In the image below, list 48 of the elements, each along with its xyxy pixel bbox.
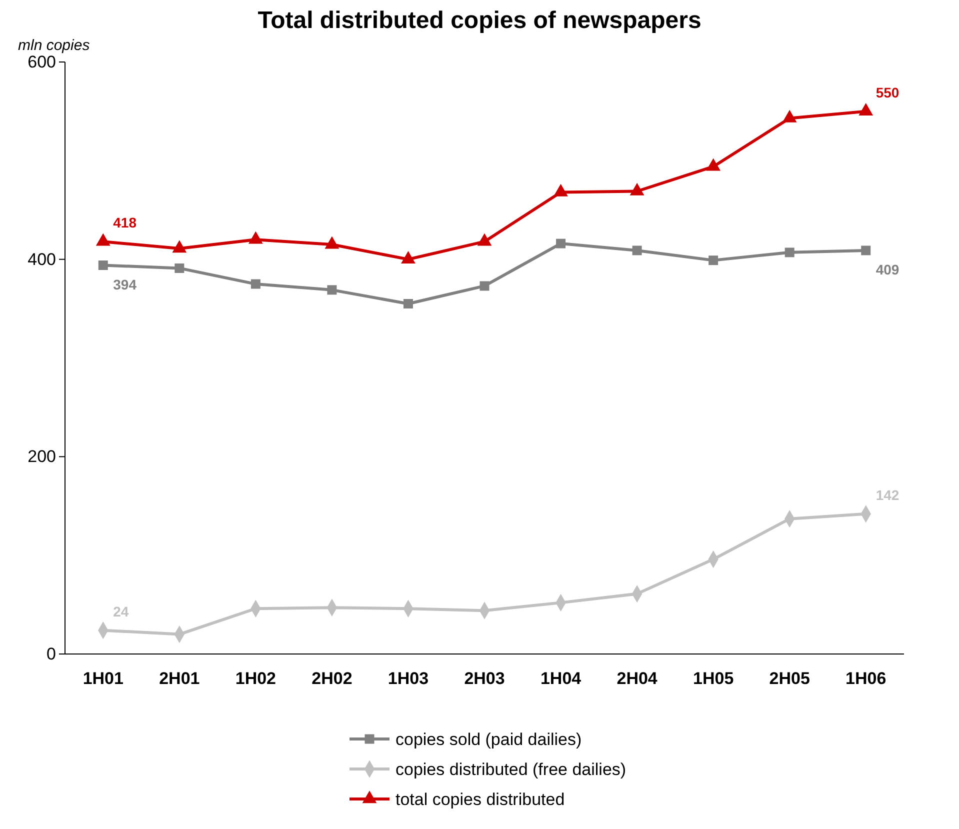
data-label: 550 <box>876 84 900 100</box>
point <box>403 298 413 308</box>
point <box>480 281 490 291</box>
x-tick-label: 1H03 <box>388 669 429 688</box>
point <box>248 231 263 244</box>
y-tick-label: 400 <box>28 250 56 269</box>
point <box>858 103 874 116</box>
point <box>706 158 721 171</box>
y-tick-label: 600 <box>28 52 56 72</box>
point <box>632 246 642 256</box>
point <box>401 251 416 264</box>
point <box>98 260 108 270</box>
legend-label: copies sold (paid dailies) <box>396 730 582 749</box>
x-tick-label: 2H02 <box>312 669 352 688</box>
point <box>324 236 340 249</box>
point <box>630 182 644 196</box>
data-label: 24 <box>113 603 129 620</box>
x-tick-label: 1H02 <box>235 669 276 688</box>
point <box>708 256 718 266</box>
x-tick-label: 1H04 <box>540 669 582 688</box>
y-tick-label: 0 <box>46 644 56 664</box>
x-tick-label: 2H05 <box>769 669 810 688</box>
data-label: 142 <box>876 486 900 503</box>
point <box>782 110 797 122</box>
y-tick-label: 200 <box>28 447 56 466</box>
legend-label: total copies distributed <box>396 790 565 809</box>
legend-label: copies distributed (free dailies) <box>396 760 626 779</box>
x-tick-label: 2H03 <box>464 669 505 688</box>
x-tick-label: 1H01 <box>82 669 124 688</box>
x-tick-label: 1H05 <box>693 669 734 688</box>
point <box>477 233 492 246</box>
point <box>556 238 566 248</box>
data-label: 394 <box>113 276 137 292</box>
data-label: 418 <box>113 214 137 231</box>
point <box>96 233 110 246</box>
chart-title: Total distributed copies of newspapers <box>258 7 702 34</box>
point <box>327 285 337 295</box>
y-axis-title: mln copies <box>18 37 90 54</box>
x-tick-label: 1H06 <box>846 669 886 688</box>
point <box>784 248 794 258</box>
x-tick-label: 2H01 <box>159 669 200 688</box>
data-label: 409 <box>876 261 900 278</box>
point <box>250 279 260 289</box>
point <box>172 240 187 253</box>
x-tick-label: 2H04 <box>616 669 658 688</box>
point <box>554 184 568 196</box>
point <box>861 246 871 256</box>
point <box>174 263 184 273</box>
